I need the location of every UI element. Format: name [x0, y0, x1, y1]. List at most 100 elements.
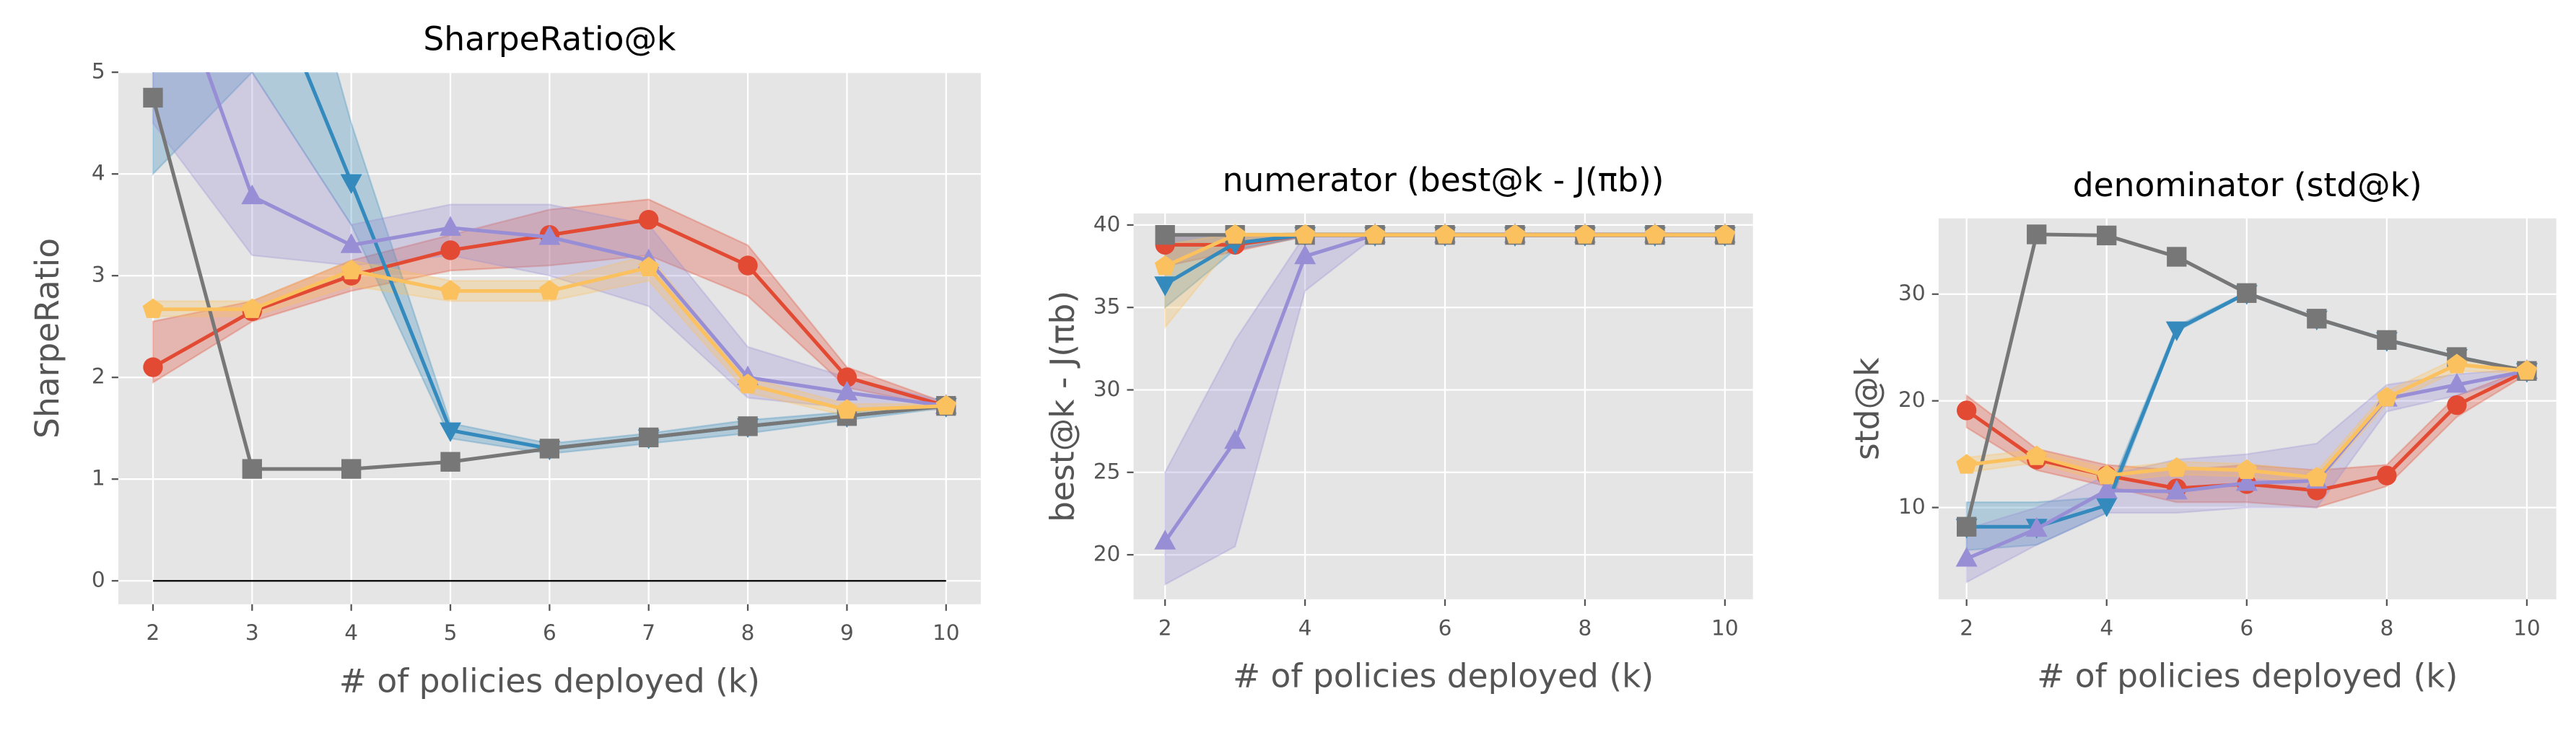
- marker: [539, 280, 560, 300]
- marker: [241, 184, 263, 205]
- marker: [1955, 547, 1978, 567]
- marker: [738, 255, 758, 276]
- x-axis-label: # of policies deployed (k): [1233, 657, 1654, 695]
- x-tick-label: 5: [444, 620, 458, 645]
- marker: [1154, 529, 1176, 550]
- marker: [143, 357, 163, 377]
- marker: [2236, 459, 2258, 479]
- marker: [1294, 244, 1317, 265]
- subplot: 10 20 30 2 4 6 8 10 denominator (std@k) # of poli…: [1848, 166, 2557, 695]
- y-tick-label: 30: [1093, 377, 1121, 401]
- y-tick-label: 2: [92, 364, 105, 389]
- marker: [143, 87, 163, 108]
- marker: [1957, 516, 1977, 537]
- y-tick-label: 1: [92, 466, 105, 491]
- marker: [737, 374, 759, 394]
- chart-title: numerator (best@k - J(πb)): [1223, 161, 1664, 199]
- marker: [2447, 395, 2467, 415]
- marker: [837, 399, 857, 419]
- marker: [440, 452, 460, 472]
- marker: [639, 209, 659, 230]
- marker: [440, 280, 461, 300]
- marker: [1155, 224, 1175, 245]
- marker: [341, 260, 362, 280]
- marker: [2165, 321, 2188, 341]
- marker: [2235, 471, 2258, 491]
- marker: [539, 439, 560, 459]
- marker: [2165, 480, 2188, 500]
- x-tick-label: 2: [1960, 615, 1973, 640]
- y-tick-label: 5: [92, 59, 105, 84]
- x-tick-label: 4: [1298, 615, 1312, 640]
- plot: [1955, 224, 2538, 584]
- x-tick-label: 10: [1711, 615, 1739, 640]
- x-axis-label: # of policies deployed (k): [2037, 657, 2458, 695]
- marker: [341, 459, 362, 479]
- marker: [2445, 373, 2468, 393]
- y-axis-label: SharpeRatio: [28, 238, 66, 439]
- plot: [142, 72, 957, 582]
- marker: [935, 395, 957, 415]
- marker: [2446, 353, 2468, 374]
- y-tick-label: 25: [1093, 459, 1121, 483]
- subplot: 0 1 2 3 4 5 2 3 4 5 6 7 8 9 10 SharpeRatio@k # of polici…: [28, 19, 981, 700]
- marker: [2516, 360, 2538, 380]
- marker: [837, 367, 857, 387]
- y-tick-label: 4: [92, 161, 105, 185]
- x-tick-label: 7: [642, 620, 655, 645]
- x-axis-label: # of policies deployed (k): [339, 661, 760, 700]
- marker: [1294, 224, 1316, 244]
- marker: [439, 216, 462, 236]
- marker: [1957, 400, 1977, 421]
- marker: [2095, 478, 2118, 498]
- x-tick-label: 10: [2513, 615, 2541, 640]
- marker: [2306, 467, 2328, 487]
- marker: [1154, 276, 1176, 296]
- y-tick-label: 35: [1093, 294, 1121, 319]
- subplot: 20 25 30 35 40 2 4 6 8 10 numerator (best@k - J(πb…: [1043, 161, 1753, 695]
- marker: [440, 240, 460, 260]
- x-tick-label: 4: [2100, 615, 2113, 640]
- x-tick-label: 2: [1158, 615, 1172, 640]
- plot: [1154, 223, 1736, 586]
- x-tick-label: 9: [840, 620, 854, 645]
- marker: [242, 298, 263, 318]
- x-tick-label: 6: [543, 620, 556, 645]
- x-tick-label: 6: [1438, 615, 1452, 640]
- marker: [2025, 516, 2048, 537]
- marker: [1574, 224, 1596, 244]
- chart-title: denominator (std@k): [2073, 166, 2422, 204]
- marker: [1504, 224, 1526, 244]
- marker: [2095, 497, 2118, 518]
- x-tick-label: 8: [2380, 615, 2393, 640]
- marker: [1224, 428, 1246, 449]
- marker: [242, 459, 262, 479]
- plot-area: [1133, 213, 1753, 599]
- marker: [439, 422, 462, 442]
- x-tick-label: 8: [1579, 615, 1592, 640]
- marker: [340, 233, 362, 253]
- marker: [738, 416, 758, 436]
- y-axis-label: std@k: [1848, 357, 1887, 460]
- marker: [538, 225, 561, 245]
- marker: [1364, 224, 1386, 244]
- marker: [1154, 255, 1176, 276]
- y-tick-label: 0: [92, 568, 105, 592]
- x-tick-label: 6: [2240, 615, 2253, 640]
- x-tick-label: 10: [933, 620, 960, 645]
- marker: [2377, 330, 2397, 351]
- marker: [2096, 465, 2118, 485]
- y-tick-label: 3: [92, 263, 105, 287]
- marker: [638, 256, 660, 277]
- marker: [836, 380, 858, 401]
- marker: [340, 174, 362, 194]
- y-tick-label: 30: [1898, 281, 1926, 305]
- marker: [639, 427, 659, 448]
- marker: [1956, 454, 1977, 474]
- chart-title: SharpeRatio@k: [423, 19, 676, 58]
- marker: [2027, 224, 2047, 245]
- marker: [1714, 224, 1736, 244]
- marker: [2237, 283, 2257, 303]
- marker: [2376, 387, 2398, 407]
